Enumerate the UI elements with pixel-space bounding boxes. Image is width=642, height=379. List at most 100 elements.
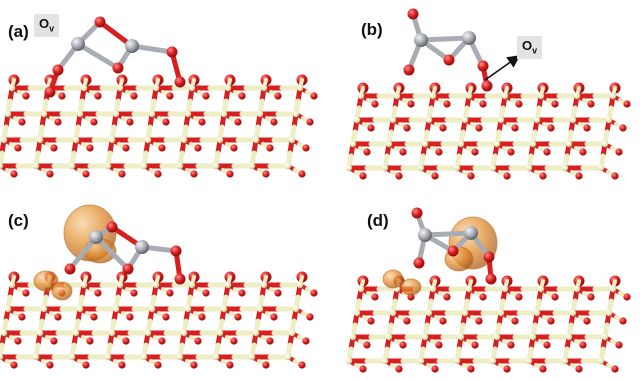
oxygen-atom <box>50 337 58 345</box>
metal-atom <box>36 329 44 337</box>
metal-atom <box>176 162 184 170</box>
slab-lattice <box>345 82 631 180</box>
oxygen-atom <box>547 124 555 132</box>
oxygen-atom <box>194 144 202 152</box>
surface-bond <box>540 279 545 287</box>
oxygen-atom <box>54 313 62 321</box>
metal-atom <box>40 305 48 313</box>
metal-atom <box>493 140 501 148</box>
metal-atom <box>569 116 577 124</box>
adsorbed-oxygen-atom <box>112 62 124 74</box>
slab-lattice <box>0 74 318 178</box>
oxygen-atom <box>511 317 519 325</box>
metal-atom <box>529 140 537 148</box>
oxygen-atom <box>198 118 206 126</box>
surface-bond <box>155 78 160 86</box>
charge-density-lobe <box>51 281 73 301</box>
adsorbate-bond <box>422 230 474 238</box>
adatom <box>418 228 432 242</box>
panel-c: (c) <box>0 189 321 378</box>
adsorbate-cluster <box>64 221 186 285</box>
oxygen-atom <box>238 92 246 100</box>
metal-atom <box>68 162 76 170</box>
surface-bond <box>191 78 196 86</box>
metal-atom <box>0 353 4 361</box>
oxygen-atom <box>270 313 278 321</box>
vacancy-tag-a-symbol: O <box>39 16 50 31</box>
metal-atom <box>76 110 84 118</box>
oxygen-atom <box>403 124 411 132</box>
oxygen-atom <box>515 293 523 301</box>
oxygen-atom <box>575 172 583 180</box>
oxygen-atom <box>86 337 94 345</box>
oxygen-atom <box>302 337 310 345</box>
metal-atom <box>417 164 425 172</box>
oxygen-atom <box>579 341 587 349</box>
oxygen-atom <box>475 124 483 132</box>
oxygen-atom <box>619 317 627 325</box>
adsorbed-oxygen-atom <box>477 60 489 72</box>
oxygen-atom <box>274 289 282 297</box>
metal-atom <box>493 333 501 341</box>
oxygen-atom <box>230 337 238 345</box>
oxygen-atom <box>471 341 479 349</box>
metal-atom <box>104 353 112 361</box>
oxygen-atom <box>363 148 371 156</box>
surface-bond <box>119 275 124 283</box>
adsorbate-cluster <box>44 16 186 98</box>
metal-atom <box>140 353 148 361</box>
metal-atom <box>537 92 545 100</box>
oxygen-atom <box>166 92 174 100</box>
oxygen-atom <box>190 361 198 369</box>
vacancy-arrow <box>484 55 521 81</box>
oxygen-atom <box>399 341 407 349</box>
surface-bond <box>360 86 365 94</box>
oxygen-atom <box>262 361 270 369</box>
metal-atom <box>489 357 497 365</box>
adsorbed-oxygen-atom <box>64 263 76 275</box>
oxygen-atom <box>90 118 98 126</box>
oxygen-atom <box>359 365 367 373</box>
oxygen-atom <box>551 293 559 301</box>
metal-atom <box>605 309 613 317</box>
vacancy-tag-b: Ov <box>517 36 543 59</box>
oxygen-atom <box>202 289 210 297</box>
oxygen-atom <box>310 92 318 100</box>
surface-bond <box>612 86 617 94</box>
adsorbed-oxygen-atom <box>174 76 186 88</box>
oxygen-atom <box>587 100 595 108</box>
oxygen-atom <box>623 293 631 301</box>
surface-bond <box>612 279 617 287</box>
adsorbate-bond <box>93 234 131 272</box>
metal-atom <box>429 92 437 100</box>
oxygen-atom <box>266 144 274 152</box>
adsorbed-oxygen-atom <box>481 80 493 92</box>
lattice-structure-c <box>0 204 318 369</box>
metal-atom <box>80 84 88 92</box>
metal-atom <box>461 116 469 124</box>
surface-bond <box>227 275 232 283</box>
metal-atom <box>465 285 473 293</box>
metal-atom <box>36 136 44 144</box>
oxygen-atom <box>90 313 98 321</box>
oxygen-atom <box>431 365 439 373</box>
metal-atom <box>601 140 609 148</box>
metal-atom <box>389 309 397 317</box>
surface-bond <box>83 275 88 283</box>
metal-atom <box>389 116 397 124</box>
surface-bond <box>299 78 304 86</box>
oxygen-atom <box>230 144 238 152</box>
oxygen-atom <box>543 148 551 156</box>
adatom <box>464 226 478 240</box>
metal-atom <box>144 329 152 337</box>
surface-bond <box>263 78 268 86</box>
vacancy-tag-b-sub: v <box>532 45 538 56</box>
surface-bond <box>191 275 196 283</box>
charge-density-lobe <box>400 278 422 296</box>
metal-atom <box>296 281 304 289</box>
metal-atom <box>529 333 537 341</box>
surface-bond <box>576 86 581 94</box>
adatom <box>462 31 476 45</box>
metal-atom <box>148 110 156 118</box>
metal-atom <box>385 140 393 148</box>
